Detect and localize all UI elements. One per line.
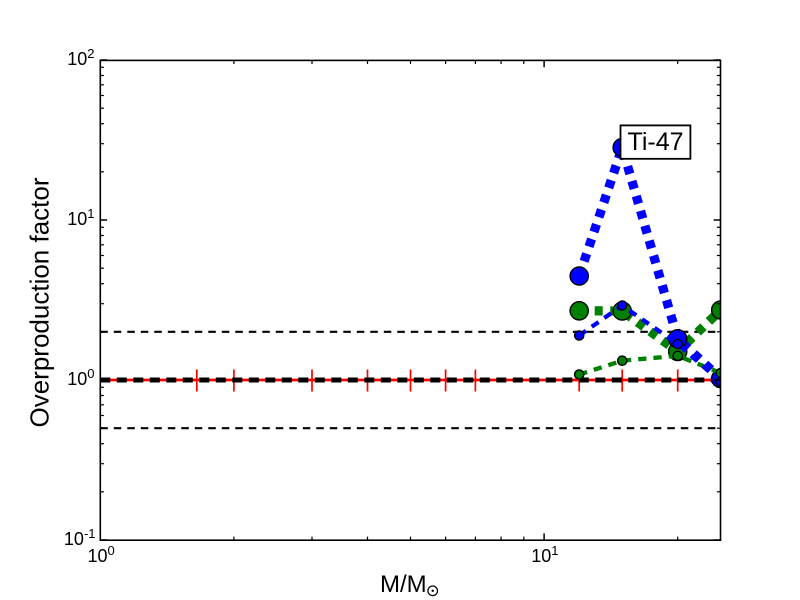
svg-text:M/M: M/M — [380, 571, 427, 598]
svg-text:Overproduction factor: Overproduction factor — [25, 177, 55, 427]
svg-text:Ti-47: Ti-47 — [627, 128, 683, 156]
